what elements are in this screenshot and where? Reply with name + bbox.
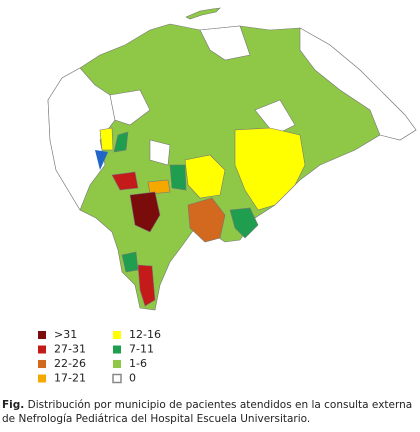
island xyxy=(185,7,221,20)
region-12-16 xyxy=(184,154,226,199)
caption-prefix: Fig. xyxy=(2,399,25,411)
legend-swatch xyxy=(38,374,46,383)
region-12-16 xyxy=(99,127,114,151)
lake xyxy=(95,150,108,170)
region-7-11 xyxy=(121,251,139,273)
legend-swatch xyxy=(112,373,122,384)
region-27-31 xyxy=(111,171,139,191)
legend-swatch xyxy=(38,360,46,368)
legend-label: 27-31 xyxy=(54,343,86,356)
legend-label: 17-21 xyxy=(54,372,86,385)
region-7-11 xyxy=(169,164,187,191)
zero-area xyxy=(254,99,296,136)
legend-swatch xyxy=(113,360,121,368)
legend-label: 12-16 xyxy=(129,328,161,341)
legend-swatch xyxy=(38,331,46,339)
caption: Fig. Distribución por municipio de pacie… xyxy=(2,398,418,426)
zero-area xyxy=(149,139,171,166)
legend-label: 0 xyxy=(129,372,136,385)
region-22-26 xyxy=(187,197,226,243)
legend-swatch xyxy=(113,345,121,354)
legend-label: 1-6 xyxy=(129,357,147,370)
legend-swatch xyxy=(38,345,46,354)
zero-area xyxy=(199,25,251,61)
legend-label: 22-26 xyxy=(54,357,86,370)
zero-area xyxy=(299,27,417,141)
region-7-11 xyxy=(113,131,129,153)
map xyxy=(47,7,417,311)
region-17-21 xyxy=(147,179,171,195)
legend-label: >31 xyxy=(54,328,77,341)
legend-swatch xyxy=(113,331,121,339)
region-12-16 xyxy=(234,127,306,211)
region-27-31 xyxy=(137,264,156,307)
region-over-31 xyxy=(129,191,161,233)
caption-text: Distribución por municipio de pacientes … xyxy=(2,399,413,425)
region-7-11 xyxy=(229,207,259,239)
zero-area xyxy=(109,89,151,126)
legend-label: 7-11 xyxy=(129,343,154,356)
